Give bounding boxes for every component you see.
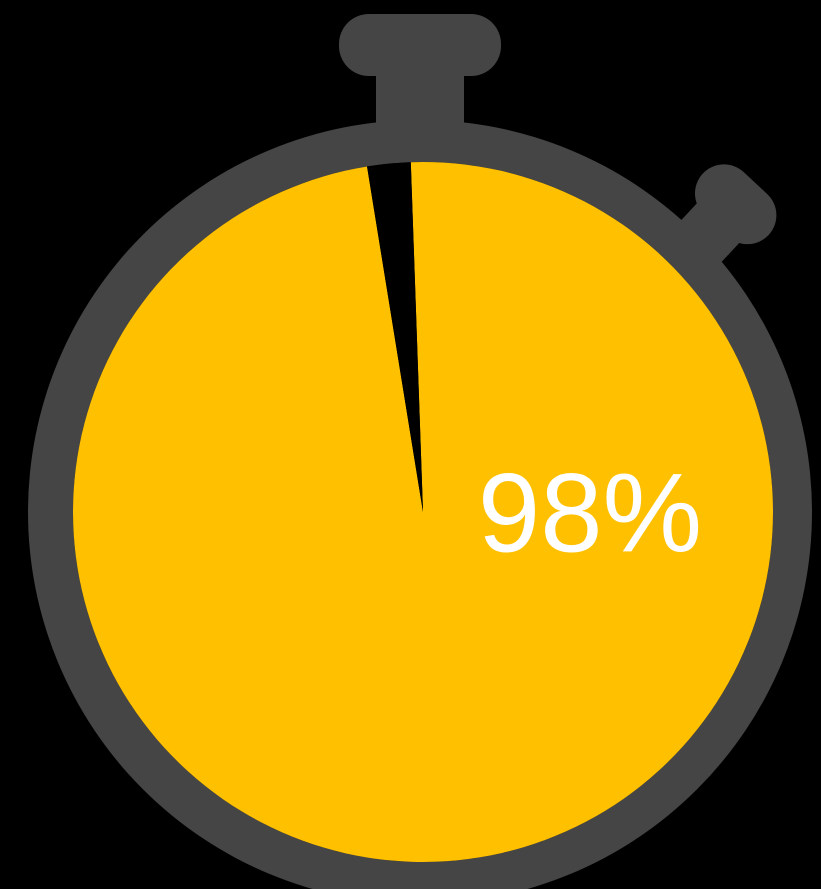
progress-sector — [73, 161, 774, 862]
remaining-sector — [367, 162, 423, 512]
percent-label: 98% — [478, 451, 702, 576]
stopwatch-crown-cap — [339, 14, 501, 76]
